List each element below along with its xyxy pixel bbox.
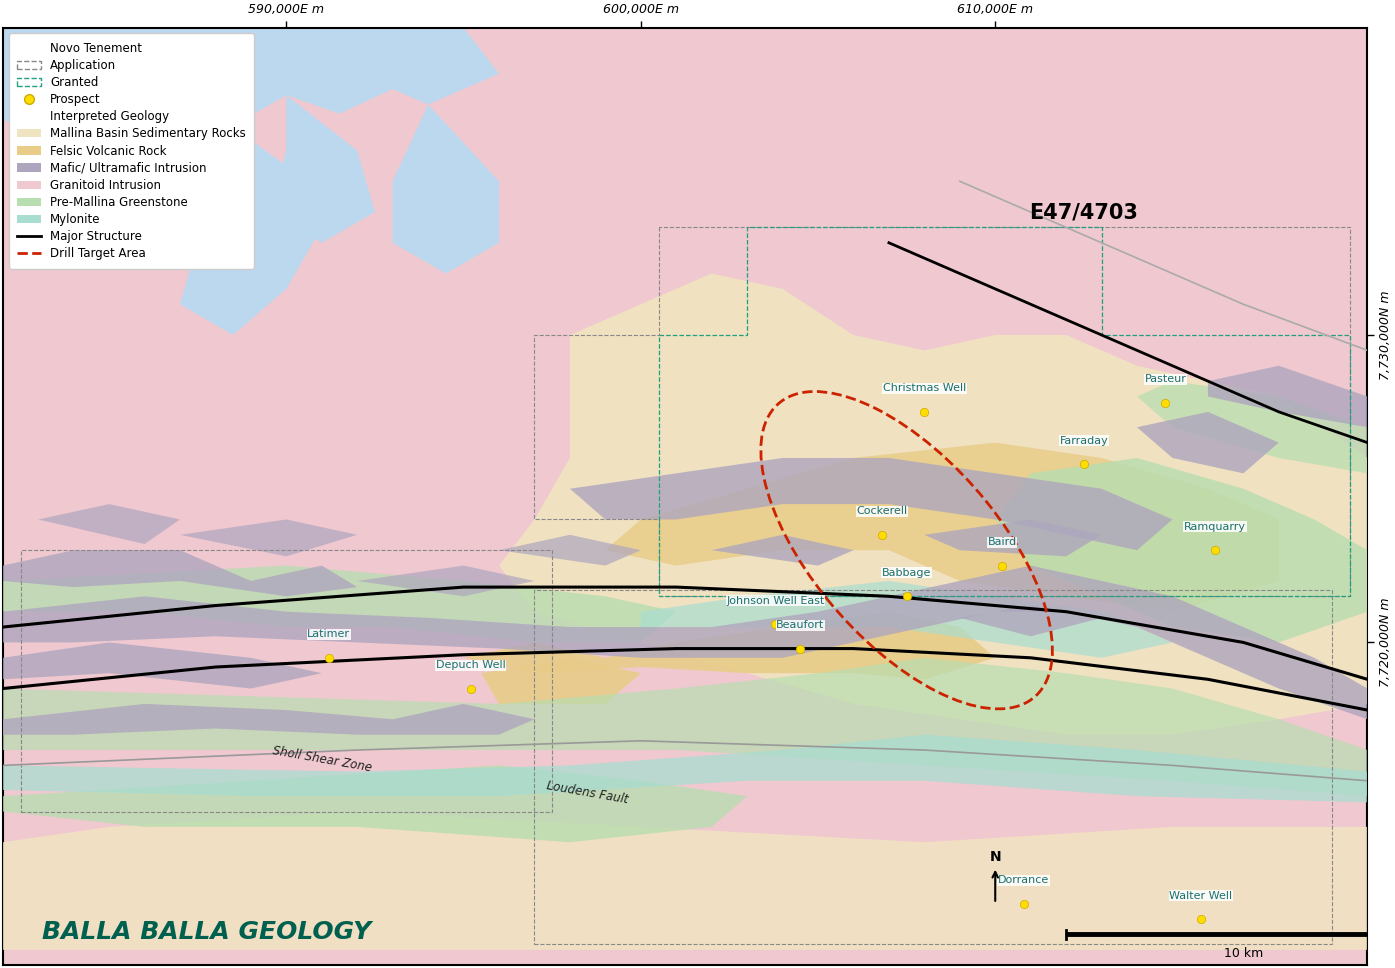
Bar [21, 550, 552, 811]
Polygon shape [571, 458, 1172, 550]
Polygon shape [1137, 411, 1279, 473]
Text: BALLA BALLA GEOLOGY: BALLA BALLA GEOLOGY [42, 920, 371, 944]
Polygon shape [3, 27, 499, 144]
Text: Johnson Well East: Johnson Well East [727, 595, 824, 606]
Polygon shape [463, 612, 995, 680]
Text: Baird: Baird [988, 537, 1017, 547]
Polygon shape [640, 581, 1172, 658]
Polygon shape [3, 766, 748, 842]
Polygon shape [499, 535, 640, 565]
Text: Beaufort: Beaufort [776, 620, 824, 630]
Polygon shape [3, 811, 1367, 950]
Text: Cockerell: Cockerell [857, 506, 907, 516]
Text: 10 km: 10 km [1223, 947, 1262, 960]
Legend: Novo Tenement, Application, Granted, Prospect, Interpreted Geology, Mallina Basi: Novo Tenement, Application, Granted, Pro… [8, 34, 254, 268]
Polygon shape [3, 735, 1367, 802]
Polygon shape [960, 606, 1102, 636]
Text: Ramquarry: Ramquarry [1184, 522, 1246, 531]
Polygon shape [3, 643, 322, 688]
Polygon shape [1137, 381, 1367, 473]
Text: Christmas Well: Christmas Well [883, 383, 965, 393]
Polygon shape [3, 550, 357, 596]
Text: N: N [989, 850, 1002, 863]
Polygon shape [180, 520, 357, 557]
Text: Farraday: Farraday [1059, 436, 1108, 445]
Polygon shape [481, 658, 640, 704]
Text: Loudens Fault: Loudens Fault [545, 779, 629, 806]
Polygon shape [3, 658, 1367, 796]
Polygon shape [3, 565, 677, 643]
Polygon shape [357, 565, 534, 596]
Polygon shape [925, 520, 1102, 557]
Polygon shape [3, 565, 1367, 719]
Text: Walter Well: Walter Well [1169, 891, 1232, 900]
Text: Sholl Shear Zone: Sholl Shear Zone [271, 744, 372, 774]
Polygon shape [392, 105, 499, 274]
Polygon shape [269, 95, 375, 243]
Polygon shape [605, 442, 1279, 612]
Polygon shape [711, 535, 854, 565]
Polygon shape [995, 458, 1367, 643]
Polygon shape [3, 704, 534, 735]
Text: Depuch Well: Depuch Well [435, 660, 505, 670]
Polygon shape [180, 113, 322, 335]
Polygon shape [38, 504, 180, 544]
Polygon shape [1208, 366, 1367, 427]
Text: Pasteur: Pasteur [1144, 375, 1186, 384]
Text: Babbage: Babbage [882, 568, 932, 578]
Text: Dorrance: Dorrance [997, 875, 1049, 886]
Bar [534, 590, 1332, 944]
Polygon shape [499, 274, 1367, 735]
Text: E47/4703: E47/4703 [1030, 202, 1138, 223]
Text: Latimer: Latimer [307, 629, 350, 639]
